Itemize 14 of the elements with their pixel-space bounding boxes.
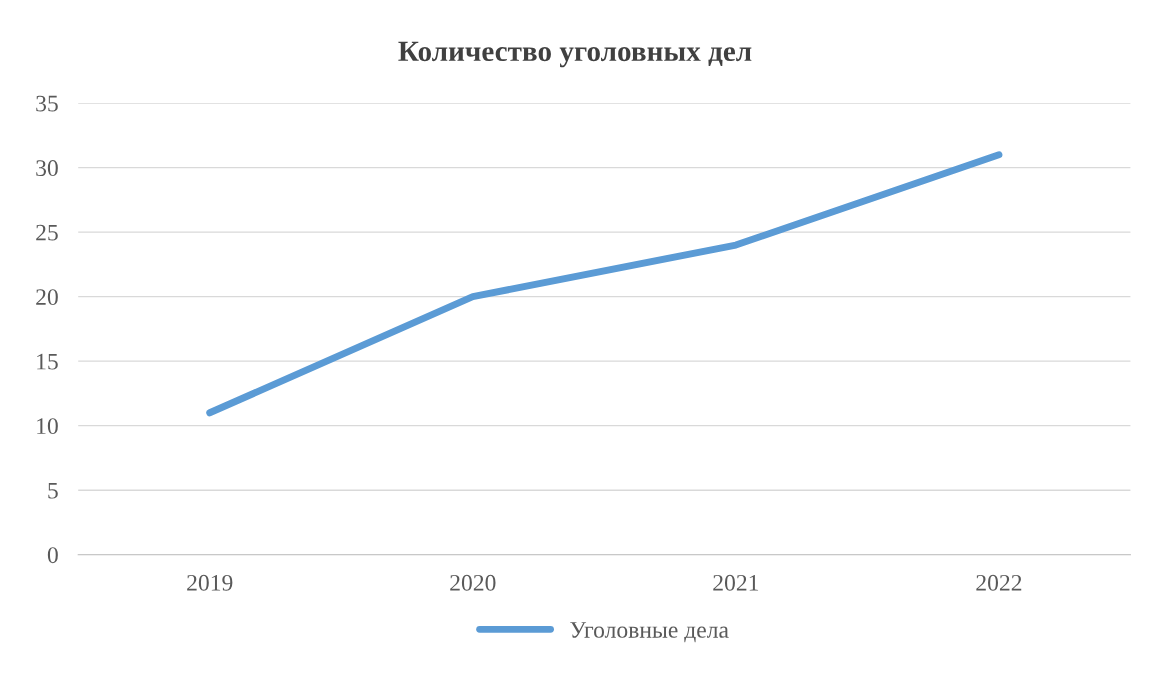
x-tick-label: 2020 [450,574,496,591]
y-tick-label: 20 [36,289,58,306]
y-tick-label: 25 [36,224,58,241]
y-tick-label: 15 [37,353,58,370]
x-tick-label: 2019 [187,574,233,591]
y-tick-label: 5 [48,482,58,499]
y-tick-label: 30 [36,160,58,177]
x-tick-label: 2021 [713,574,759,591]
x-tick-label: 2022 [976,574,1022,591]
y-tick-label: 35 [36,95,58,112]
legend-label: Уголовные дела [570,622,729,643]
y-tick-label: 0 [47,547,58,564]
chart-title: Количество уголовных дел [398,41,752,68]
y-tick-label: 10 [37,418,58,435]
